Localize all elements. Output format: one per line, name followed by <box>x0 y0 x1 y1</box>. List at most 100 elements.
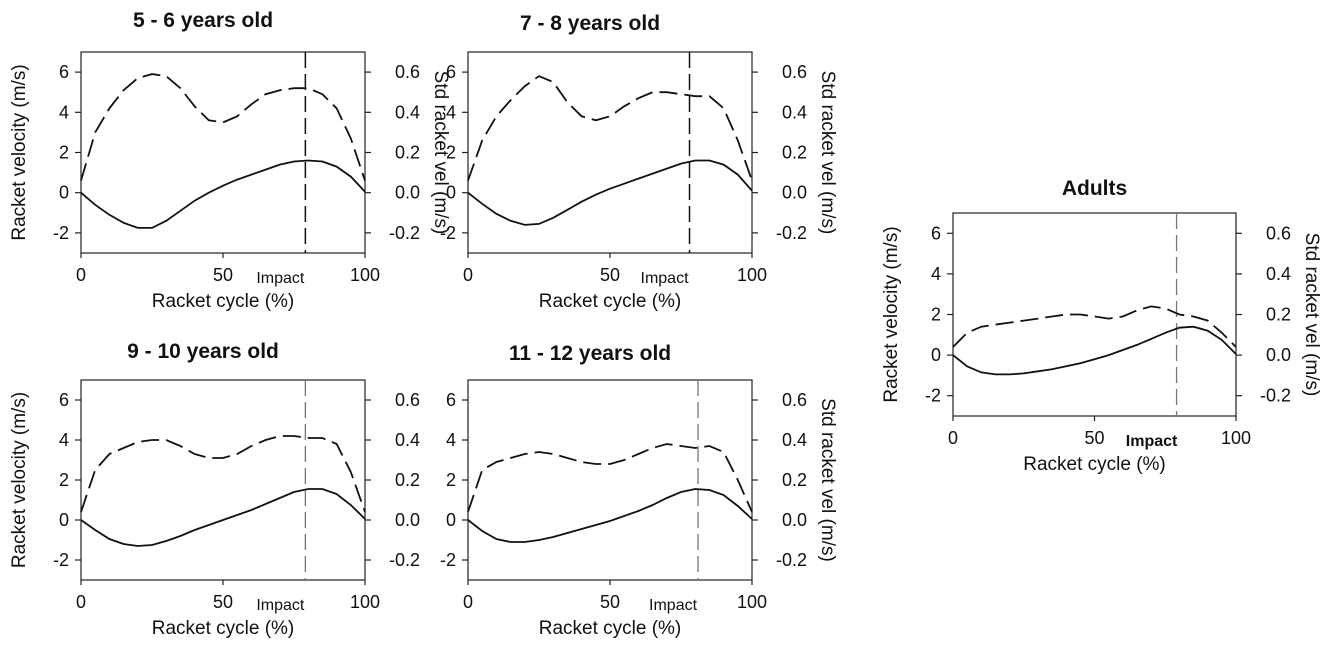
x-tick-label: 0 <box>76 265 86 285</box>
x-tick-label: 50 <box>600 592 620 612</box>
y-tick-label: 6 <box>931 223 941 243</box>
y-axis-label: Racket velocity (m/s) <box>9 392 30 568</box>
panel-title: 5 - 6 years old <box>133 9 273 32</box>
y-right-tick-label: 0.2 <box>782 143 807 163</box>
y-tick-label: -2 <box>53 550 69 570</box>
x-tick-label: 0 <box>463 265 473 285</box>
y-tick-label: 6 <box>59 62 69 82</box>
y-right-tick-label: -0.2 <box>389 550 420 570</box>
x-tick-label: 100 <box>737 592 767 612</box>
y-right-tick-label: 0.4 <box>782 102 807 122</box>
y-tick-label: 6 <box>446 62 456 82</box>
y-tick-label: 6 <box>446 390 456 410</box>
y-right-tick-label: 0.0 <box>782 183 807 203</box>
y-tick-label: -2 <box>440 223 456 243</box>
mean-velocity-series <box>80 488 366 547</box>
x-tick-label: 100 <box>350 592 380 612</box>
y-tick-label: 4 <box>446 430 456 450</box>
impact-label: Impact <box>256 597 305 614</box>
y-tick-label: 0 <box>446 510 456 530</box>
y-right-tick-label: 0.2 <box>395 470 420 490</box>
y-tick-label: 4 <box>59 430 69 450</box>
panel-5: Adults -2 0 2 4 6 -0.2 0.0 0.2 0.4 0.6 0 50 100 Racket… <box>881 177 1322 475</box>
y-right-tick-label: 0.4 <box>395 102 420 122</box>
std-velocity-series <box>80 73 366 181</box>
y-right-tick-label: -0.2 <box>776 550 807 570</box>
y-right-axis-label: Std racket vel (m/s) <box>430 71 451 235</box>
y-right-tick-label: -0.2 <box>389 223 420 243</box>
y-tick-label: 2 <box>59 143 69 163</box>
y-tick-label: 4 <box>59 102 69 122</box>
y-right-axis-label: Std racket vel (m/s) <box>1301 233 1322 397</box>
impact-label: Impact <box>256 270 305 287</box>
plot-frame <box>80 379 366 581</box>
y-right-tick-label: 0.0 <box>782 510 807 530</box>
y-right-tick-label: 0.4 <box>782 430 807 450</box>
y-tick-label: 2 <box>931 305 941 325</box>
y-right-tick-label: -0.2 <box>1260 386 1291 406</box>
y-right-tick-label: 0.0 <box>1266 345 1291 365</box>
panel-title: Adults <box>1062 177 1127 200</box>
y-axis-label: Racket velocity (m/s) <box>9 64 30 240</box>
y-tick-label: 0 <box>59 510 69 530</box>
panel-1: 5 - 6 years old -2 0 2 4 6 -0.2 0.0 0.2 0.4 0.6 0 50… <box>9 9 451 312</box>
plot-frame <box>952 212 1237 417</box>
y-tick-label: -2 <box>925 386 941 406</box>
y-tick-label: 6 <box>59 390 69 410</box>
y-axis-label: Racket velocity (m/s) <box>881 226 902 402</box>
x-tick-label: 50 <box>213 265 233 285</box>
x-tick-label: 50 <box>600 265 620 285</box>
x-tick-label: 50 <box>213 592 233 612</box>
mean-velocity-series <box>80 159 366 229</box>
std-velocity-series <box>80 435 366 513</box>
y-tick-label: 2 <box>59 470 69 490</box>
x-axis-label: Racket cycle (%) <box>539 618 682 639</box>
y-right-tick-label: 0.0 <box>395 183 420 203</box>
y-tick-label: 2 <box>446 143 456 163</box>
y-tick-label: 0 <box>446 183 456 203</box>
plot-frame <box>467 51 753 254</box>
x-axis-label: Racket cycle (%) <box>152 291 295 312</box>
y-right-axis-label: Std racket vel (m/s) <box>817 398 838 562</box>
std-velocity-series <box>467 443 753 513</box>
impact-label: Impact <box>1126 433 1178 450</box>
impact-label: Impact <box>649 597 698 614</box>
y-tick-label: 2 <box>446 470 456 490</box>
y-right-tick-label: 0.6 <box>782 390 807 410</box>
x-tick-label: 100 <box>350 265 380 285</box>
std-velocity-series <box>952 305 1237 348</box>
x-tick-label: 50 <box>1084 428 1104 448</box>
x-tick-label: 0 <box>948 428 958 448</box>
panel-title: 9 - 10 years old <box>127 340 279 363</box>
y-right-tick-label: 0.6 <box>395 390 420 410</box>
y-right-axis-label: Std racket vel (m/s) <box>817 71 838 235</box>
y-right-tick-label: 0.2 <box>1266 305 1291 325</box>
y-right-tick-label: 0.0 <box>395 510 420 530</box>
y-tick-label: -2 <box>440 550 456 570</box>
y-right-tick-label: 0.2 <box>395 143 420 163</box>
y-right-tick-label: -0.2 <box>776 223 807 243</box>
mean-velocity-series <box>467 159 753 226</box>
x-axis-label: Racket cycle (%) <box>152 618 295 639</box>
y-tick-label: -2 <box>53 223 69 243</box>
y-right-tick-label: 0.4 <box>395 430 420 450</box>
mean-velocity-series <box>952 325 1237 376</box>
y-right-tick-label: 0.6 <box>782 62 807 82</box>
x-tick-label: 0 <box>463 592 473 612</box>
x-tick-label: 100 <box>737 265 767 285</box>
y-tick-label: 0 <box>931 345 941 365</box>
mean-velocity-series <box>467 488 753 543</box>
panel-2: 7 - 8 years old -2 0 2 4 6 -0.2 0.0 0.2 0.4 0.6 0 50… <box>440 12 838 312</box>
x-tick-label: 0 <box>76 592 86 612</box>
panel-3: 9 - 10 years old -2 0 2 4 6 -0.2 0.0 0.2 0.4 0.6 0 5… <box>9 340 420 639</box>
x-tick-label: 100 <box>1221 428 1251 448</box>
panel-title: 7 - 8 years old <box>520 12 660 35</box>
impact-label: Impact <box>641 270 690 287</box>
x-axis-label: Racket cycle (%) <box>1023 454 1166 475</box>
y-tick-label: 4 <box>446 102 456 122</box>
y-tick-label: 0 <box>59 183 69 203</box>
plot-frame <box>467 379 753 581</box>
y-right-tick-label: 0.4 <box>1266 264 1291 284</box>
panel-title: 11 - 12 years old <box>509 342 671 365</box>
